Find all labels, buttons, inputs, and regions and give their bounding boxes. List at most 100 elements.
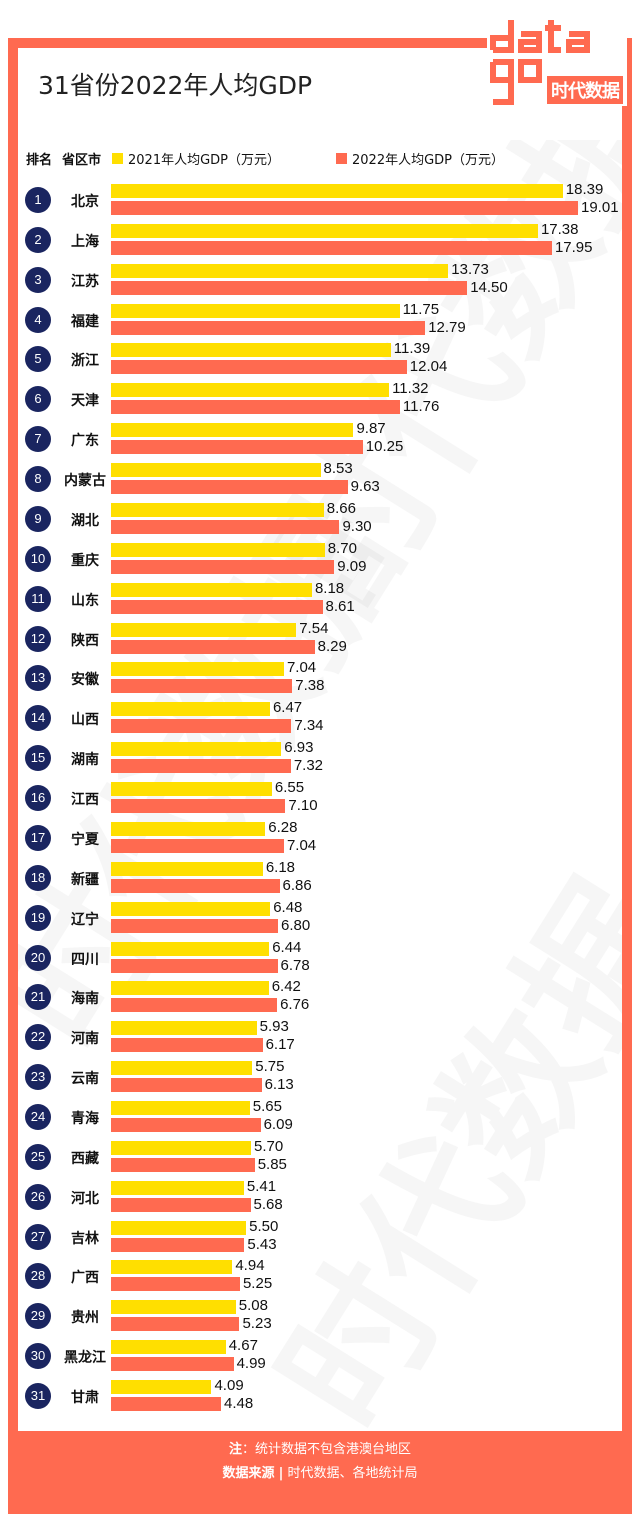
value-label-2021: 5.41: [246, 1177, 277, 1195]
province-label: 重庆: [71, 552, 99, 569]
value-label-2022: 14.50: [470, 278, 508, 296]
chart-row: 3 江苏 13.73 14.50: [0, 261, 640, 297]
value-label-2021: 11.75: [402, 300, 440, 318]
value-label-2021: 8.66: [326, 499, 356, 517]
bar-2021: [111, 941, 270, 956]
value-label-2022: 5.23: [242, 1315, 272, 1333]
value-label-2022: 6.17: [265, 1036, 295, 1054]
bar-2022: [111, 1197, 251, 1212]
legend-swatch-2022: [336, 153, 347, 164]
province-label: 西藏: [71, 1150, 99, 1167]
chart-row: 25 西藏 5.70 5.85: [0, 1138, 640, 1174]
page-title: 31省份2022年人均GDP: [38, 71, 313, 100]
bar-2021: [111, 1380, 212, 1395]
value-label-2022: 9.63: [350, 478, 380, 496]
value-label-2021: 9.87: [356, 420, 386, 438]
value-label-2022: 19.01: [581, 199, 619, 216]
value-label-2022: 5.43: [247, 1235, 277, 1253]
province-label: 山东: [71, 592, 99, 609]
source-label: 数据来源: [222, 1466, 275, 1481]
value-label-2021: 18.39: [565, 181, 604, 198]
rank-badge: 5: [25, 346, 51, 373]
chart-row: 20 四川 6.44 6.78: [0, 939, 640, 975]
value-label-2021: 5.08: [238, 1297, 268, 1315]
bar-2022: [111, 280, 468, 295]
bar-2022: [111, 1397, 222, 1412]
value-label-2021: 8.53: [323, 460, 353, 478]
chart-row: 21 海南 6.42 6.76: [0, 978, 640, 1014]
legend-swatch-2021: [112, 153, 123, 164]
value-label-2021: 6.18: [265, 858, 296, 876]
value-label-2022: 7.04: [286, 836, 317, 854]
bar-2022: [111, 320, 426, 335]
rank-badge: 11: [25, 585, 51, 612]
chart-row: 12 陕西 7.54 8.29: [0, 620, 640, 656]
rank-badge: 8: [25, 466, 51, 493]
province-label: 辽宁: [71, 911, 99, 928]
rank-badge: 7: [25, 426, 51, 453]
value-label-2022: 9.30: [342, 517, 372, 535]
legend-label-2022: 2022年人均GDP（万元）: [352, 153, 505, 168]
chart-row: 27 吉林 5.50 5.43: [0, 1218, 640, 1254]
rank-badge: 26: [25, 1183, 51, 1210]
bar-2022: [111, 679, 293, 694]
value-label-2022: 7.34: [294, 717, 324, 735]
province-label: 海南: [71, 991, 99, 1008]
note-label: 注: [228, 1442, 242, 1457]
bar-2021: [111, 542, 325, 557]
rank-badge: 14: [25, 705, 51, 732]
value-label-2021: 11.39: [393, 340, 431, 358]
value-label-2021: 13.73: [451, 260, 489, 278]
footer: 注：统计数据不包含港澳台地区 数据来源 | 时代数据、各地统计局: [8, 1436, 632, 1484]
chart-row: 8 内蒙古 8.53 9.63: [0, 460, 640, 496]
bar-2021: [111, 1340, 226, 1355]
bar-2021: [111, 1140, 252, 1155]
chart-row: 18 新疆 6.18 6.86: [0, 859, 640, 895]
rank-badge: 31: [25, 1383, 51, 1410]
province-label: 湖南: [71, 752, 99, 769]
value-label-2022: 6.09: [263, 1116, 293, 1133]
bar-2022: [111, 519, 340, 534]
value-label-2021: 5.70: [254, 1137, 284, 1155]
province-label: 黑龙江: [64, 1350, 106, 1367]
note-text: ：统计数据不包含港澳台地区: [242, 1442, 412, 1457]
bar-2022: [111, 878, 280, 893]
rank-badge: 29: [25, 1303, 51, 1330]
chart-row: 30 黑龙江 4.67 4.99: [0, 1337, 640, 1373]
rank-badge: 19: [25, 904, 51, 931]
value-label-2021: 17.38: [540, 220, 579, 238]
chart-row: 11 山东 8.18 8.61: [0, 580, 640, 616]
value-label-2021: 11.32: [392, 380, 429, 398]
rank-badge: 20: [25, 944, 51, 971]
value-label-2022: 4.99: [236, 1355, 266, 1373]
chart-row: 4 福建 11.75 12.79: [0, 301, 640, 337]
bar-2022: [111, 1157, 255, 1172]
value-label-2021: 6.47: [272, 699, 303, 717]
bar-2022: [111, 1317, 240, 1332]
value-label-2021: 7.54: [299, 619, 329, 637]
bar-2021: [111, 1260, 233, 1275]
value-label-2021: 6.55: [274, 779, 305, 797]
bar-2022: [111, 998, 278, 1013]
province-label: 天津: [71, 393, 99, 410]
bar-2021: [111, 502, 324, 517]
bar-2021: [111, 742, 282, 757]
rank-badge: 24: [25, 1104, 51, 1130]
rank-badge: 3: [25, 266, 51, 293]
province-label: 陕西: [71, 632, 99, 649]
value-label-2022: 6.76: [280, 996, 310, 1014]
bar-2022: [111, 838, 284, 853]
bar-2021: [111, 383, 390, 398]
bar-2022: [111, 240, 552, 255]
bar-2021: [111, 343, 391, 358]
legend-label-2021: 2021年人均GDP（万元）: [128, 153, 281, 168]
value-label-2022: 6.80: [281, 916, 311, 934]
bar-2021: [111, 423, 354, 438]
value-label-2021: 5.65: [252, 1098, 282, 1115]
rank-column-label: 排名: [26, 153, 53, 168]
chart-row: 13 安徽 7.04 7.38: [0, 659, 640, 695]
bar-2022: [111, 201, 578, 215]
rank-badge: 1: [25, 187, 51, 213]
bar-2021: [111, 622, 297, 637]
bar-2022: [111, 1237, 245, 1252]
